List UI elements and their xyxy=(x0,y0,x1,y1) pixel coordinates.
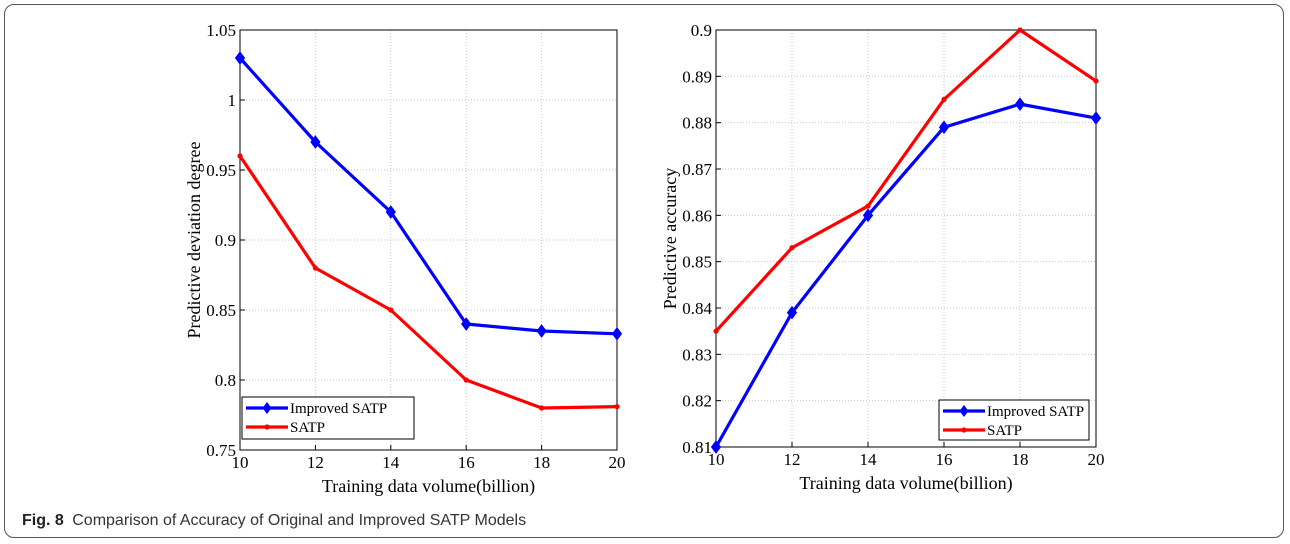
chart2-legend-item: Improved SATP xyxy=(943,404,1084,420)
chart1-x-axis-label: Training data volume(billion) xyxy=(322,476,535,497)
chart2-series-improved-satp-point xyxy=(938,120,950,135)
chart2-x-axis-label: Training data volume(billion) xyxy=(799,473,1012,494)
chart2-legend-marker xyxy=(961,427,967,433)
chart1-series-satp xyxy=(237,153,620,411)
chart1-series-improved-satp-point xyxy=(536,324,547,338)
chart1-y-axis-label: Predictive deviation degree xyxy=(184,142,204,339)
chart2-ytick-label: 0.86 xyxy=(682,206,712,225)
chart2-series-satp-point xyxy=(789,245,795,251)
chart1-xtick-label: 20 xyxy=(609,453,626,472)
chart1-legend-label: Improved SATP xyxy=(290,401,387,417)
chart1-legend: Improved SATP SATP xyxy=(241,396,415,440)
chart1-series-improved-satp-point xyxy=(234,51,246,65)
chart2-series-improved-satp-point xyxy=(786,305,798,320)
chart2-series-improved-satp-point xyxy=(862,208,874,223)
chart2-axes-box xyxy=(715,29,1097,448)
chart1-series-improved-satp-point xyxy=(385,205,396,219)
chart1-ytick-label: 1 xyxy=(228,91,237,110)
chart2-ytick-label: 0.89 xyxy=(682,67,712,86)
chart2-ytick-label: 0.84 xyxy=(682,299,712,318)
chart1-xtick-label: 14 xyxy=(382,453,400,472)
chart2-grid xyxy=(715,29,1097,448)
chart1-ytick-label: 0.95 xyxy=(206,161,236,180)
chart2-ytick-label: 0.87 xyxy=(682,160,712,179)
chart2-ytick-label: 0.88 xyxy=(682,114,712,133)
chart1-ytick-label: 0.9 xyxy=(215,231,236,250)
chart2-xtick-label: 16 xyxy=(936,450,953,469)
chart2-series-satp-point xyxy=(865,203,871,209)
chart1-series-improved-satp-point xyxy=(310,135,321,149)
chart1-series-satp-point xyxy=(463,377,469,383)
figure-label: Fig. 8 xyxy=(22,512,64,529)
chart2-ytick-label: 0.81 xyxy=(682,438,712,457)
figure-caption: Fig. 8 Comparison of Accuracy of Origina… xyxy=(22,512,526,530)
chart1-legend-item: SATP xyxy=(246,420,325,436)
chart1-series-satp-line xyxy=(238,155,618,410)
chart2-series-improved-satp-line xyxy=(714,102,1097,448)
chart2-legend-label: Improved SATP xyxy=(987,404,1084,420)
chart1-series-satp-point xyxy=(312,265,318,271)
chart1-ytick-label: 0.85 xyxy=(206,301,236,320)
chart2-series-satp-point xyxy=(1017,27,1023,33)
figure-caption-text: Comparison of Accuracy of Original and I… xyxy=(72,512,527,529)
chart1-series-improved-satp-line xyxy=(238,56,618,336)
chart2-xtick-label: 14 xyxy=(860,450,878,469)
chart2-ytick-label: 0.85 xyxy=(682,253,712,272)
chart2-ytick-label: 0.83 xyxy=(682,345,712,364)
chart1-legend-marker xyxy=(264,424,270,430)
chart1-xtick-label: 18 xyxy=(533,453,550,472)
chart2-series-satp-point xyxy=(941,96,947,103)
chart2-legend-marker xyxy=(959,405,969,417)
chart2-xtick-label: 12 xyxy=(784,450,801,469)
chart2-ytick-label: 0.9 xyxy=(691,21,712,40)
chart1-legend-item: Improved SATP xyxy=(246,401,387,417)
chart1-legend-label: SATP xyxy=(290,420,325,436)
chart1-series-satp-point xyxy=(539,405,545,411)
chart2-series-satp-point xyxy=(1093,78,1099,84)
chart1-series-satp-point xyxy=(237,153,243,159)
chart2-xtick-label: 18 xyxy=(1012,450,1029,469)
chart1-series-improved-satp-point xyxy=(611,326,623,341)
chart1-xtick-label: 12 xyxy=(307,453,324,472)
chart1-series-satp-point xyxy=(388,307,394,313)
chart1-xtick-label: 16 xyxy=(458,453,475,472)
chart1-ytick-label: 0.75 xyxy=(206,441,236,460)
chart-predictive-accuracy: 10 12 14 16 18 20 0.81 0.82 0.83 0.84 0.85 0.86 0.87… xyxy=(660,21,1105,494)
chart1-series-improved-satp-point xyxy=(461,317,472,331)
figure-frame xyxy=(4,4,1284,538)
chart2-legend-label: SATP xyxy=(987,423,1022,439)
chart2-series-improved-satp-point xyxy=(1014,97,1026,111)
chart2-series-satp xyxy=(713,27,1099,334)
chart1-series-satp-point xyxy=(614,404,620,410)
chart2-series-improved-satp xyxy=(710,97,1102,454)
chart1-series-improved-satp xyxy=(234,51,623,341)
chart1-ytick-label: 1.05 xyxy=(206,21,236,40)
chart2-series-improved-satp-point xyxy=(710,440,722,454)
chart2-ytick-label: 0.82 xyxy=(682,392,712,411)
chart2-xtick-label: 20 xyxy=(1088,450,1105,469)
chart2-series-satp-point xyxy=(713,328,719,334)
chart-deviation-degree: 10 12 14 16 18 20 0.75 0.8 0.85 0.9 0.95 1 1.05 Train… xyxy=(184,21,626,497)
chart2-legend: Improved SATP SATP xyxy=(938,399,1090,441)
chart1-legend-box xyxy=(241,396,415,440)
chart1-ytick-label: 0.8 xyxy=(215,371,236,390)
chart2-y-axis-label: Predictive accuracy xyxy=(660,168,680,309)
chart1-xtick-label: 10 xyxy=(232,453,249,472)
chart1-legend-marker xyxy=(262,402,272,414)
chart2-xtick-label: 10 xyxy=(708,450,725,469)
chart2-legend-item: SATP xyxy=(943,423,1022,439)
chart2-series-satp-line xyxy=(714,28,1097,333)
chart2-series-improved-satp-point xyxy=(1090,111,1102,125)
